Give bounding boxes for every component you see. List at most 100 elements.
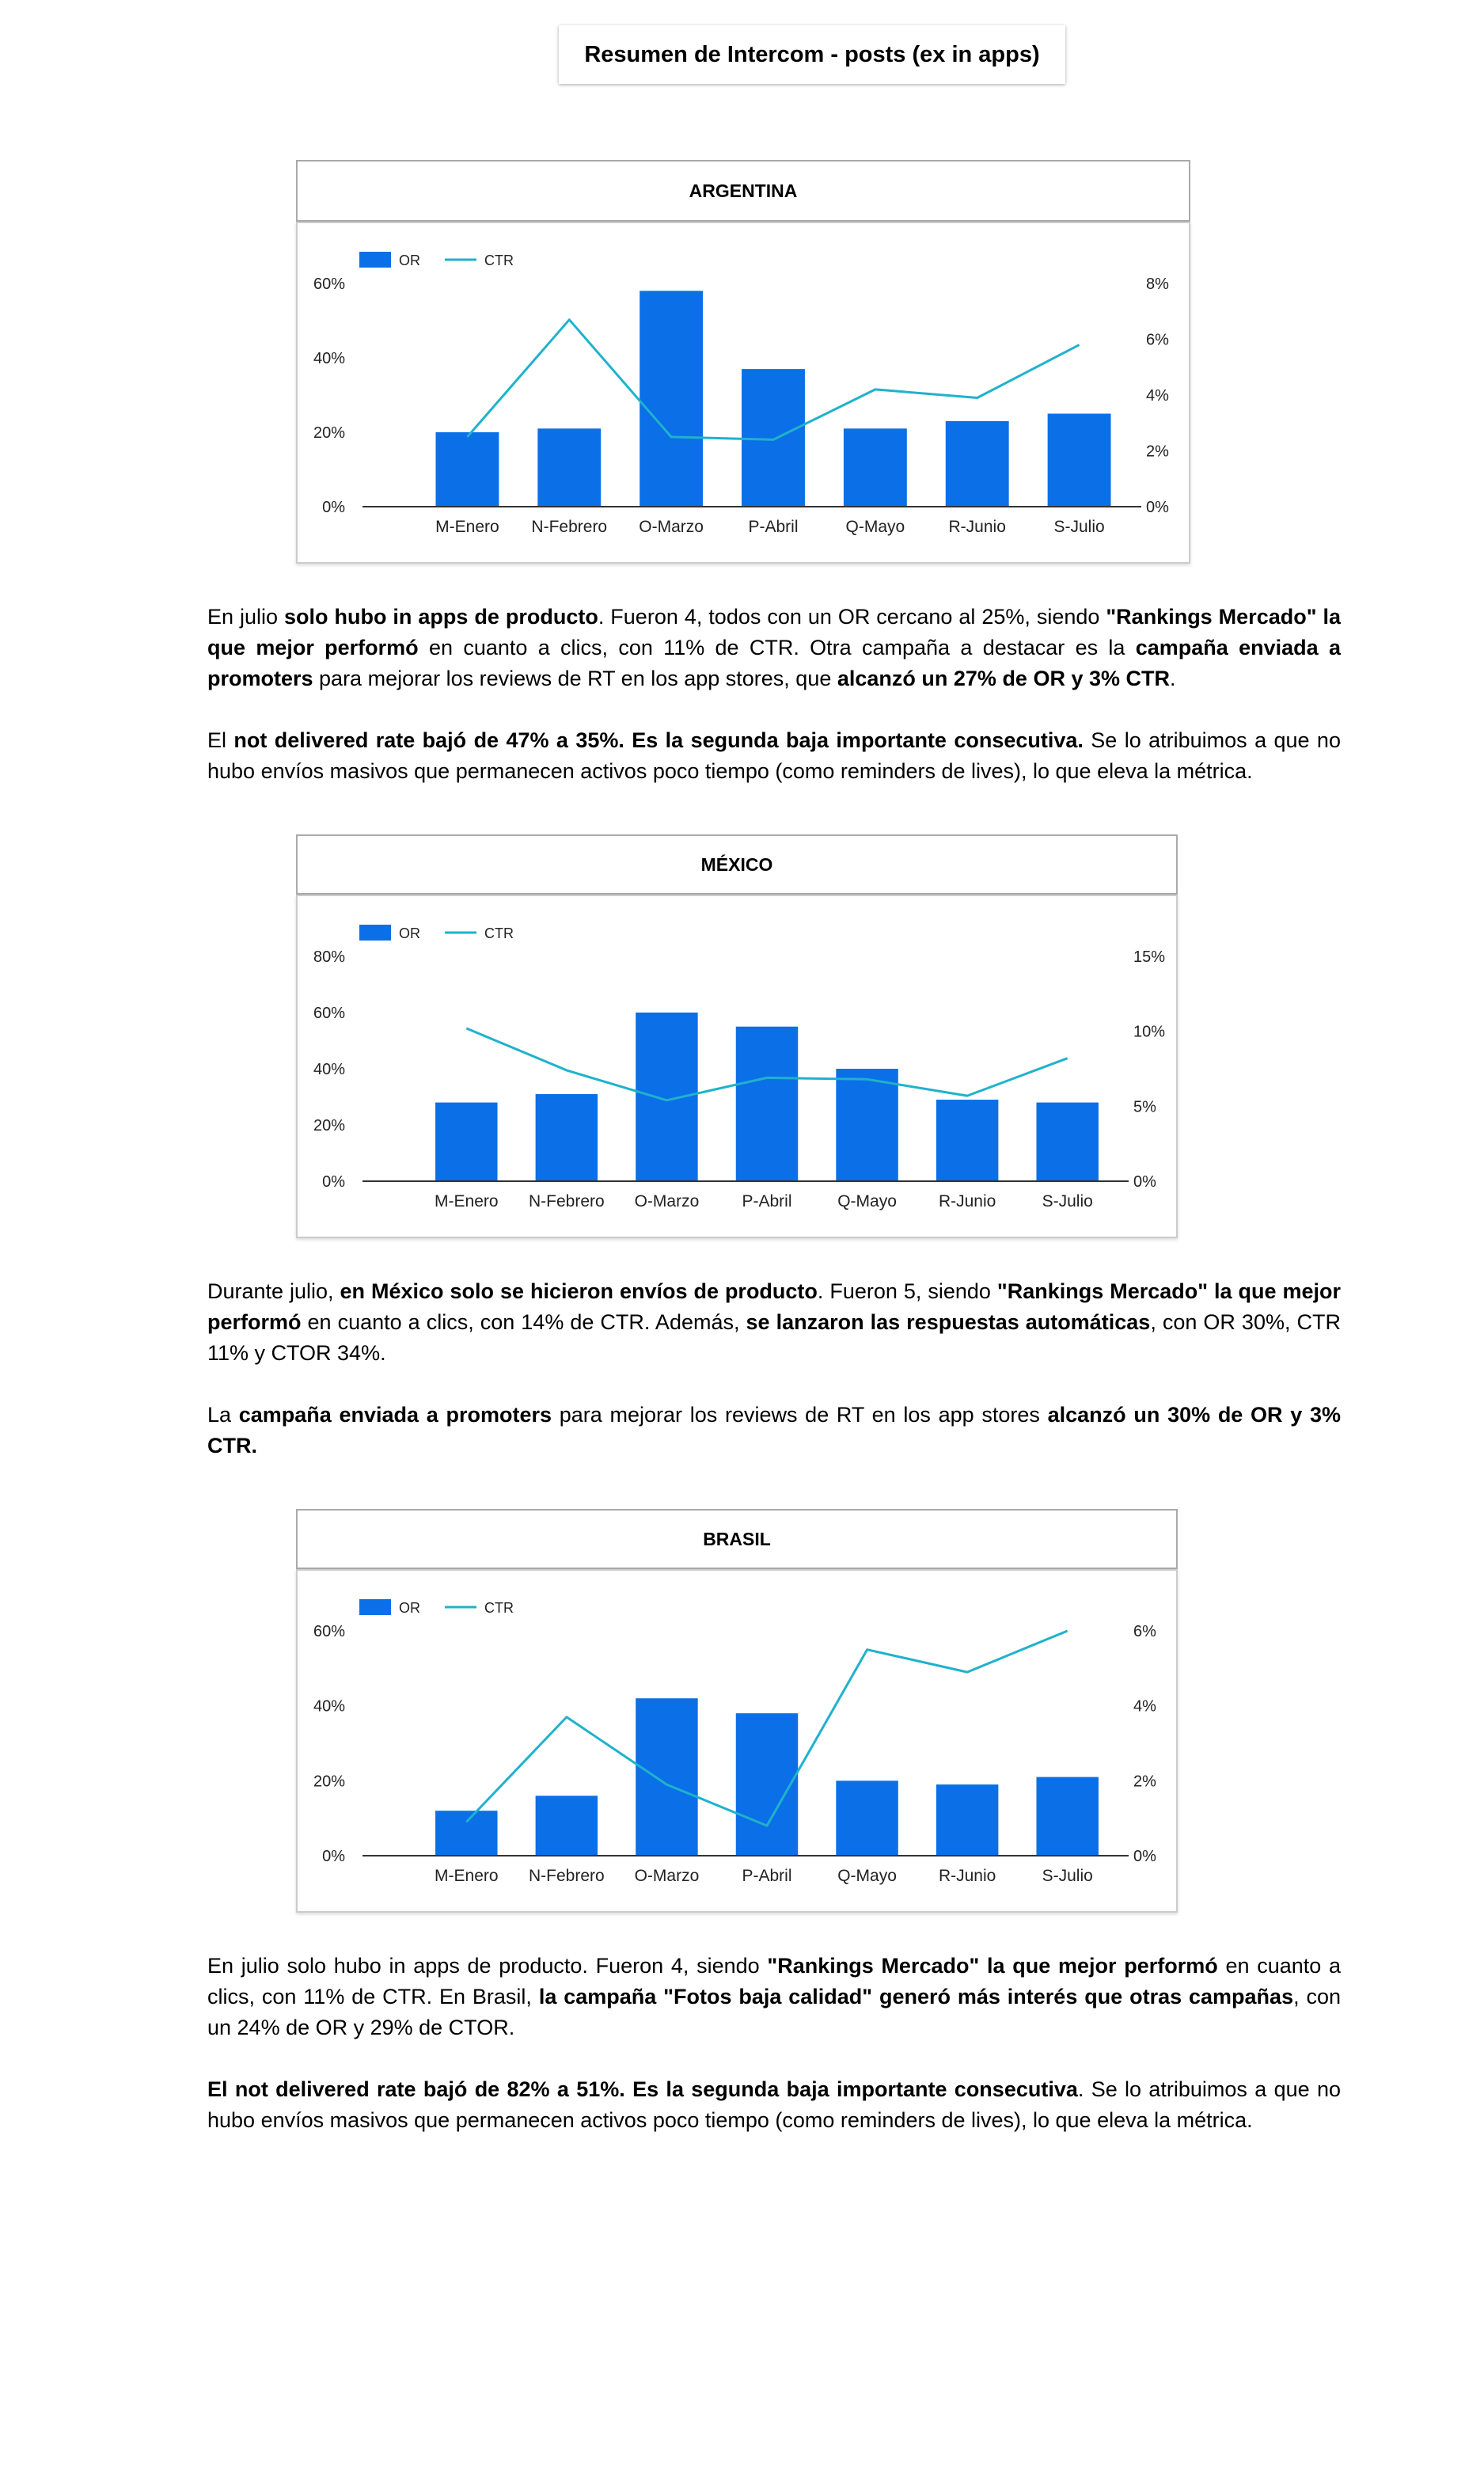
text-run: En julio bbox=[207, 605, 284, 629]
text-run: . bbox=[1169, 667, 1176, 690]
x-category-label: S-Julio bbox=[1053, 518, 1104, 536]
y-right-tick-label: 0% bbox=[1133, 1173, 1156, 1191]
text-run: en cuanto a clics, con 11% de CTR. En Br… bbox=[207, 1954, 1341, 2008]
bar-or bbox=[435, 432, 499, 507]
bar-or bbox=[435, 1811, 498, 1856]
legend-label-or: OR bbox=[399, 925, 420, 941]
y-left-tick-label: 60% bbox=[313, 1623, 345, 1640]
bold-text-run: "Rankings Mercado" la que mejor performó bbox=[207, 605, 1341, 659]
x-category-label: N-Febrero bbox=[529, 1192, 605, 1210]
x-category-label: R-Junio bbox=[939, 1867, 996, 1885]
x-category-label: O-Marzo bbox=[635, 1867, 700, 1885]
bar-or bbox=[735, 1026, 799, 1181]
y-right-tick-label: 10% bbox=[1133, 1024, 1165, 1041]
text-run: en cuanto a clics, con 14% de CTR. Ademá… bbox=[301, 1310, 746, 1334]
x-category-label: N-Febrero bbox=[529, 1867, 605, 1885]
bar-or bbox=[1036, 1102, 1099, 1181]
bar-or bbox=[1036, 1777, 1099, 1856]
y-right-tick-label: 6% bbox=[1133, 1623, 1156, 1640]
text-run: . Se lo atribuimos a que no hubo envíos … bbox=[207, 2077, 1341, 2132]
bold-text-run: campaña enviada a promoters bbox=[207, 636, 1341, 690]
bar-or bbox=[1047, 413, 1111, 507]
chart-mexico: OR CTR 0% 20% 40% 60% 80% 0% 5% 10% 15% M-Enero N-Fe… bbox=[296, 895, 1178, 1238]
bar-or bbox=[836, 1780, 898, 1856]
legend-swatch-or bbox=[359, 925, 391, 941]
line-ctr bbox=[465, 1629, 1068, 1827]
x-category-label: S-Julio bbox=[1042, 1867, 1093, 1885]
text-run: Durante julio, bbox=[207, 1279, 340, 1303]
y-right-tick-label: 8% bbox=[1146, 276, 1169, 293]
legend-label-ctr: CTR bbox=[484, 253, 514, 268]
bar-or bbox=[535, 1796, 598, 1856]
y-left-tick-label: 80% bbox=[313, 948, 345, 966]
chart-title-brasil: BRASIL bbox=[296, 1509, 1178, 1569]
chart-svg-brasil: OR CTR 0% 20% 40% 60% 0% 2% 4% 6% M-Enero N-Febrero… bbox=[313, 1599, 1156, 1885]
text-run: En julio solo hubo in apps de producto. … bbox=[207, 1954, 768, 1978]
x-category-label: P-Abril bbox=[742, 1192, 791, 1210]
x-category-label: Q-Mayo bbox=[846, 518, 905, 536]
bold-text-run: campaña enviada a promoters bbox=[238, 1403, 552, 1427]
bold-text-run: la campaña "Fotos baja calidad" generó m… bbox=[538, 1985, 1294, 2008]
text-run: Se lo atribuimos a que no hubo envíos ma… bbox=[207, 728, 1341, 783]
bold-text-run: en México solo se hicieron envíos de pro… bbox=[340, 1279, 818, 1303]
bar-or bbox=[735, 1713, 799, 1856]
legend-swatch-or bbox=[359, 252, 391, 268]
section-brasil-paragraph-1: En julio solo hubo in apps de producto. … bbox=[207, 1951, 1341, 2043]
bar-or bbox=[843, 428, 907, 507]
bar-or bbox=[640, 291, 704, 507]
y-left-tick-label: 0% bbox=[322, 1848, 345, 1865]
bar-or bbox=[936, 1784, 999, 1856]
y-left-tick-label: 20% bbox=[313, 1773, 345, 1790]
text-run: , con OR 30%, CTR 11% y CTOR 34%. bbox=[207, 1310, 1341, 1365]
y-right-tick-label: 15% bbox=[1133, 948, 1165, 966]
y-right-tick-label: 4% bbox=[1133, 1698, 1156, 1716]
bold-text-run: not delivered rate bajó de 47% a 35%. Es… bbox=[233, 728, 1084, 752]
y-left-tick-label: 0% bbox=[322, 1173, 345, 1191]
bar-or bbox=[636, 1698, 698, 1856]
x-category-label: O-Marzo bbox=[635, 1192, 700, 1210]
x-category-label: N-Febrero bbox=[531, 518, 607, 536]
x-category-label: R-Junio bbox=[949, 518, 1006, 536]
bar-or bbox=[537, 428, 602, 507]
legend-label-ctr: CTR bbox=[484, 925, 514, 941]
section-argentina-paragraph-2: El not delivered rate bajó de 47% a 35%.… bbox=[207, 725, 1341, 787]
y-left-tick-label: 40% bbox=[313, 1061, 345, 1078]
bar-or bbox=[742, 369, 805, 507]
section-mexico-paragraph-2: La campaña enviada a promoters para mejo… bbox=[207, 1400, 1341, 1461]
y-left-tick-label: 40% bbox=[313, 1698, 345, 1716]
text-run: para mejorar los reviews de RT en los ap… bbox=[552, 1403, 1048, 1427]
legend-swatch-or bbox=[359, 1599, 391, 1615]
y-left-tick-label: 60% bbox=[313, 1005, 345, 1022]
section-brasil-paragraph-2: El not delivered rate bajó de 82% a 51%.… bbox=[207, 2074, 1341, 2136]
text-run: La bbox=[207, 1403, 239, 1427]
x-category-label: P-Abril bbox=[742, 1867, 791, 1885]
bold-text-run: se lanzaron las respuestas automáticas bbox=[746, 1310, 1151, 1334]
y-right-tick-label: 4% bbox=[1146, 387, 1169, 405]
x-category-label: M-Enero bbox=[435, 1867, 499, 1885]
y-right-tick-label: 5% bbox=[1133, 1098, 1156, 1115]
bold-text-run: alcanzó un 27% de OR y 3% CTR bbox=[837, 667, 1170, 690]
y-right-tick-label: 6% bbox=[1146, 332, 1169, 349]
bar-or bbox=[535, 1093, 598, 1181]
x-category-label: P-Abril bbox=[748, 518, 798, 536]
x-category-label: S-Julio bbox=[1042, 1192, 1093, 1210]
section-mexico-paragraph-1: Durante julio, en México solo se hiciero… bbox=[207, 1276, 1341, 1369]
bold-text-run: "Rankings Mercado" la que mejor performó bbox=[767, 1954, 1218, 1978]
y-right-tick-label: 0% bbox=[1146, 499, 1169, 516]
y-left-tick-label: 40% bbox=[313, 350, 345, 367]
chart-argentina: OR CTR 0% 20% 40% 60% 0% 2% 4% 6% 8% M-Enero N-Febre… bbox=[296, 222, 1190, 564]
page-title: Resumen de Intercom - posts (ex in apps) bbox=[559, 25, 1065, 84]
chart-svg-mexico: OR CTR 0% 20% 40% 60% 80% 0% 5% 10% 15% M-Enero N-Fe… bbox=[313, 925, 1165, 1210]
chart-svg-argentina: OR CTR 0% 20% 40% 60% 0% 2% 4% 6% 8% M-Enero N-Febre… bbox=[313, 252, 1169, 536]
chart-brasil: OR CTR 0% 20% 40% 60% 0% 2% 4% 6% M-Enero N-Febrero… bbox=[296, 1569, 1178, 1913]
text-run: para mejorar los reviews de RT en los ap… bbox=[313, 667, 837, 690]
x-category-label: R-Junio bbox=[939, 1192, 996, 1210]
y-right-tick-label: 2% bbox=[1133, 1773, 1156, 1790]
bold-text-run: El not delivered rate bajó de 82% a 51%.… bbox=[207, 2077, 1078, 2101]
y-left-tick-label: 0% bbox=[322, 499, 345, 516]
y-right-tick-label: 2% bbox=[1146, 443, 1169, 461]
line-ctr bbox=[466, 318, 1080, 441]
y-right-tick-label: 0% bbox=[1133, 1848, 1156, 1865]
x-category-label: O-Marzo bbox=[639, 518, 704, 536]
text-run: . Fueron 4, todos con un OR cercano al 2… bbox=[598, 605, 1106, 629]
